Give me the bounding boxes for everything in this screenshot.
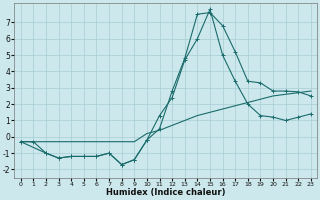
X-axis label: Humidex (Indice chaleur): Humidex (Indice chaleur) [106, 188, 226, 197]
